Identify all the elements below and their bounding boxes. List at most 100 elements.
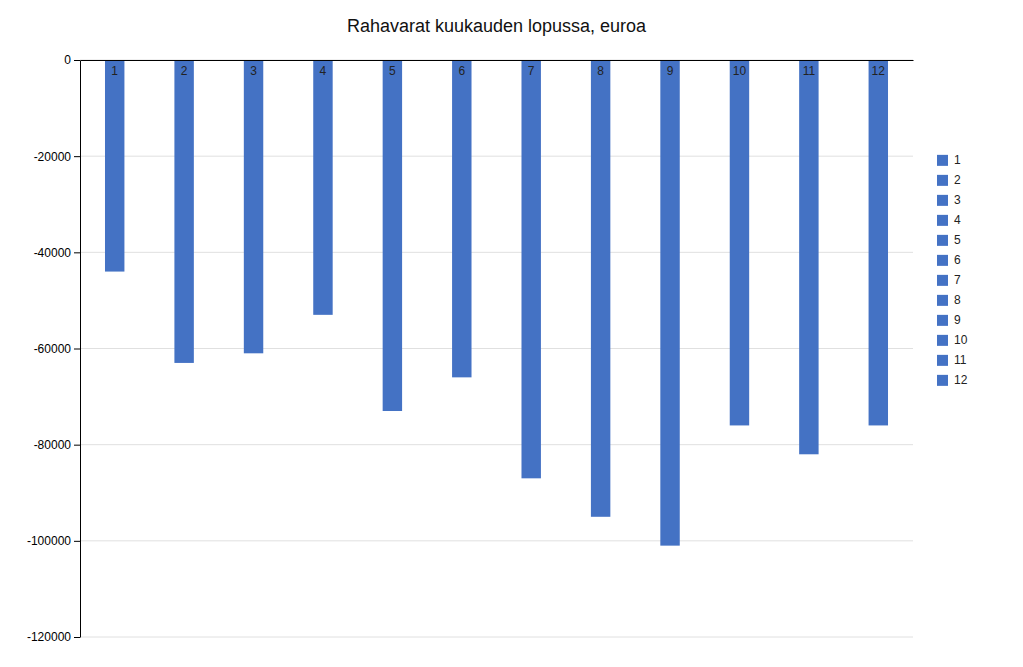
x-tick: 7: [528, 64, 535, 78]
x-tick: 11: [803, 64, 816, 78]
grid: [80, 60, 913, 637]
legend-item: 11: [937, 353, 967, 367]
x-tick: 10: [733, 64, 747, 78]
x-axis-line: [81, 60, 914, 61]
bar: [799, 60, 818, 454]
legend-swatch: [937, 355, 948, 366]
x-tick-label: 12: [872, 64, 886, 78]
x-tick: 9: [667, 64, 674, 78]
legend-swatch: [937, 215, 948, 226]
x-tick: 3: [250, 64, 257, 78]
legend-swatch: [937, 155, 948, 166]
y-tick: 0: [64, 53, 80, 67]
legend-label: 4: [954, 213, 961, 227]
y-tick: -20000: [34, 150, 80, 164]
legend-swatch: [937, 255, 948, 266]
y-tick-mark: [74, 541, 80, 542]
x-tick: 12: [872, 64, 886, 78]
marks: [105, 60, 888, 546]
x-tick-label: 6: [458, 64, 465, 78]
legend-label: 9: [954, 313, 961, 327]
legend-item: 1: [937, 153, 961, 167]
title: Rahavarat kuukauden lopussa, euroa: [347, 16, 647, 36]
legend-swatch: [937, 175, 948, 186]
bar: [174, 60, 193, 363]
x-tick-label: 9: [667, 64, 674, 78]
grid-line: [80, 444, 913, 445]
y-axis-line: [80, 61, 81, 638]
legend-label: 12: [954, 373, 968, 387]
legend-label: 1: [954, 153, 961, 167]
legend-item: 6: [937, 253, 961, 267]
y-tick-label: -120000: [27, 630, 71, 644]
x-tick-label: 2: [181, 64, 188, 78]
legend-label: 8: [954, 293, 961, 307]
legend-item: 3: [937, 193, 961, 207]
y-tick-mark: [74, 637, 80, 638]
legend-label: 2: [954, 173, 961, 187]
y-tick-label: -80000: [34, 438, 72, 452]
x-tick: 2: [181, 64, 188, 78]
x-tick-label: 7: [528, 64, 535, 78]
x-tick: 6: [458, 64, 465, 78]
legend-label: 5: [954, 233, 961, 247]
legend-label: 7: [954, 273, 961, 287]
bar: [313, 60, 332, 315]
y-tick-mark: [74, 349, 80, 350]
legend-swatch: [937, 295, 948, 306]
legend-item: 2: [937, 173, 961, 187]
bar: [521, 60, 540, 478]
x-tick-label: 10: [733, 64, 747, 78]
x-tick: 1: [111, 64, 118, 78]
legend-item: 7: [937, 273, 961, 287]
grid-line: [80, 348, 913, 349]
y-tick: -60000: [34, 342, 80, 356]
x-tick-label: 5: [389, 64, 396, 78]
legend-item: 8: [937, 293, 961, 307]
grid-line: [80, 637, 913, 638]
grid-line: [80, 540, 913, 541]
bar: [660, 60, 679, 546]
legend-item: 9: [937, 313, 961, 327]
legend-swatch: [937, 335, 948, 346]
grid-line: [80, 60, 913, 61]
x-tick: 4: [320, 64, 327, 78]
bar: [869, 60, 888, 425]
y-tick-mark: [74, 156, 80, 157]
legend-label: 11: [954, 353, 967, 367]
y-tick: -40000: [34, 246, 80, 260]
x-tick: 5: [389, 64, 396, 78]
grid-line: [80, 252, 913, 253]
bar: [591, 60, 610, 517]
y-tick: -100000: [27, 534, 80, 548]
y-tick-mark: [74, 60, 80, 61]
plot: 0 -20000 -40000 -60000 -80000 -100000 -120000 1…: [27, 53, 914, 644]
x-axis: 123456789101112: [81, 61, 914, 78]
chart: Rahavarat kuukauden lopussa, euroa 0 -2000…: [0, 0, 1023, 667]
legend-swatch: [937, 315, 948, 326]
legend-swatch: [937, 375, 948, 386]
bar: [244, 60, 263, 353]
x-tick-label: 3: [250, 64, 257, 78]
y-tick-label: 0: [64, 53, 71, 67]
x-tick-label: 8: [597, 64, 604, 78]
bar: [105, 60, 124, 272]
bar: [730, 60, 749, 425]
x-tick-label: 11: [803, 64, 816, 78]
legend-label: 6: [954, 253, 961, 267]
x-tick-label: 4: [320, 64, 327, 78]
bar: [383, 60, 402, 411]
legend-item: 5: [937, 233, 961, 247]
legend-swatch: [937, 195, 948, 206]
y-tick: -120000: [27, 630, 80, 644]
y-tick-label: -40000: [34, 246, 72, 260]
legend-item: 12: [937, 373, 968, 387]
bar: [452, 60, 471, 377]
legend-item: 4: [937, 213, 961, 227]
x-tick-label: 1: [111, 64, 118, 78]
y-tick-mark: [74, 445, 80, 446]
y-tick-label: -20000: [34, 150, 72, 164]
legend-swatch: [937, 275, 948, 286]
y-tick-mark: [74, 252, 80, 253]
y-tick-label: -60000: [34, 342, 72, 356]
